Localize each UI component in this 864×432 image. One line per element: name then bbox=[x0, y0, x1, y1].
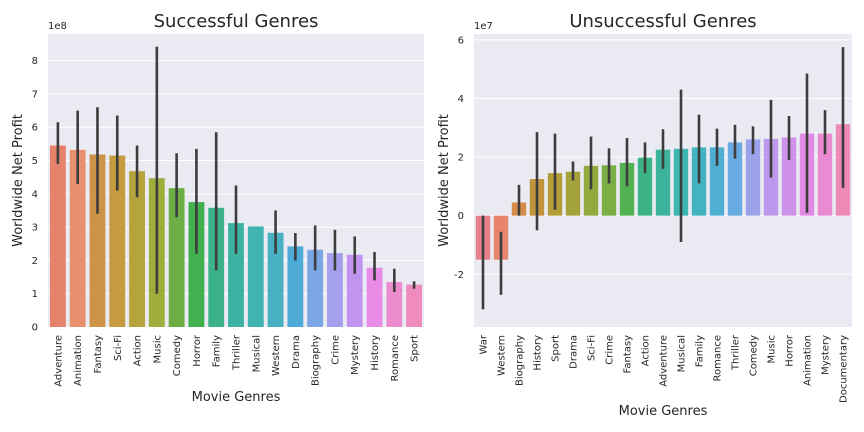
y-tick-label: -2 bbox=[454, 270, 464, 281]
x-tick-label-music: Music bbox=[152, 335, 163, 363]
x-tick-label-crime: Crime bbox=[330, 335, 341, 365]
x-tick-label-family: Family bbox=[212, 335, 223, 367]
bar-fantasy bbox=[619, 162, 635, 216]
bar-western bbox=[267, 232, 284, 327]
y-tick-label: 2 bbox=[32, 256, 38, 267]
y-axis-label: Worldwide Net Profit bbox=[437, 114, 452, 247]
bar-romance bbox=[386, 282, 403, 327]
bar-thriller bbox=[727, 142, 743, 216]
y-axis-label: Worldwide Net Profit bbox=[11, 114, 26, 247]
x-tick-label-fantasy: Fantasy bbox=[623, 335, 634, 374]
chart-successful-genres: 0 1 2 3 4 5 6 7 8 Adventure Animation Fantasy Sci-Fi… bbox=[11, 11, 424, 405]
x-tick-label-animation: Animation bbox=[73, 335, 84, 386]
bar-comedy bbox=[168, 188, 185, 327]
y-tick-label: 4 bbox=[458, 94, 464, 105]
x-tick-label-sci-fi: Sci-Fi bbox=[113, 335, 124, 361]
x-tick-label-documentary: Documentary bbox=[839, 335, 850, 403]
x-tick-label-history: History bbox=[370, 335, 381, 371]
x-tick-label-comedy: Comedy bbox=[172, 335, 183, 376]
y-tick-label: 0 bbox=[458, 211, 464, 222]
bars bbox=[49, 46, 423, 327]
x-tick-label-mystery: Mystery bbox=[821, 335, 832, 375]
x-tick-label-action: Action bbox=[641, 335, 652, 366]
bar-horror bbox=[188, 202, 205, 327]
x-tick-label-music: Music bbox=[767, 335, 778, 363]
x-tick-label-western: Western bbox=[271, 335, 282, 376]
x-tick-label-horror: Horror bbox=[785, 334, 796, 367]
bar-biography bbox=[307, 249, 324, 327]
x-tick-label-history: History bbox=[533, 335, 544, 371]
x-tick-label-biography: Biography bbox=[311, 335, 322, 386]
x-tick-label-crime: Crime bbox=[605, 335, 616, 365]
y-tick-label: 5 bbox=[32, 156, 38, 167]
x-axis-label: Movie Genres bbox=[192, 390, 281, 405]
y-tick-label: 4 bbox=[32, 189, 38, 200]
bar-musical bbox=[247, 226, 264, 327]
bar-crime bbox=[327, 253, 343, 327]
y-tick-label: 8 bbox=[32, 56, 38, 67]
x-tick-label-drama: Drama bbox=[569, 335, 580, 369]
y-tick-label: 0 bbox=[32, 323, 38, 334]
x-tick-label-drama: Drama bbox=[291, 335, 302, 369]
bar-mystery bbox=[817, 133, 833, 216]
bar-adventure bbox=[655, 149, 671, 216]
y-tick-label: 2 bbox=[458, 153, 464, 164]
bar-comedy bbox=[745, 139, 761, 216]
x-tick-label-fantasy: Fantasy bbox=[93, 335, 104, 374]
bar-crime bbox=[601, 165, 617, 216]
y-tick-label: 6 bbox=[458, 35, 464, 46]
chart-title: Successful Genres bbox=[154, 11, 319, 32]
x-tick-label-adventure: Adventure bbox=[53, 335, 64, 387]
bar-history bbox=[366, 267, 383, 327]
bar-drama bbox=[287, 246, 304, 327]
bar-mystery bbox=[346, 254, 363, 327]
y-scale-label: 1e7 bbox=[474, 21, 493, 32]
bar-drama bbox=[565, 171, 581, 216]
x-tick-label-action: Action bbox=[133, 335, 144, 366]
x-tick-label-thriller: Thriller bbox=[232, 334, 243, 371]
y-scale-label: 1e8 bbox=[48, 21, 67, 32]
bar-action bbox=[129, 171, 145, 327]
x-tick-label-sport: Sport bbox=[551, 335, 562, 362]
bar-sport bbox=[406, 284, 423, 327]
x-tick-label-thriller: Thriller bbox=[731, 334, 742, 371]
x-tick-label-horror: Horror bbox=[192, 334, 203, 367]
x-tick-label-mystery: Mystery bbox=[350, 335, 361, 375]
x-tick-label-comedy: Comedy bbox=[749, 335, 760, 376]
y-tick-label: 6 bbox=[32, 123, 38, 134]
x-tick-label-animation: Animation bbox=[803, 335, 814, 386]
x-tick-label-sci-fi: Sci-Fi bbox=[587, 335, 598, 361]
y-tick-label: 3 bbox=[32, 223, 38, 234]
bar-romance bbox=[709, 147, 725, 216]
bar-horror bbox=[781, 137, 797, 216]
x-axis-label: Movie Genres bbox=[619, 404, 708, 419]
chart-unsuccessful-genres: -2 0 2 4 6 War Western Biography History Sport Dra… bbox=[437, 11, 852, 419]
bar-sci-fi bbox=[583, 165, 599, 216]
y-tick-label: 1 bbox=[32, 289, 38, 300]
x-tick-label-romance: Romance bbox=[713, 335, 724, 381]
x-tick-label-western: Western bbox=[497, 335, 508, 376]
x-tick-label-sport: Sport bbox=[410, 335, 421, 362]
bars bbox=[475, 47, 851, 310]
chart-title: Unsuccessful Genres bbox=[569, 11, 756, 32]
bar-fantasy bbox=[89, 154, 106, 327]
x-tick-label-war: War bbox=[479, 334, 490, 354]
bar-thriller bbox=[228, 223, 244, 327]
x-tick-label-family: Family bbox=[695, 335, 706, 367]
x-tick-label-adventure: Adventure bbox=[659, 335, 670, 387]
bar-sci-fi bbox=[109, 155, 126, 327]
x-tick-label-musical: Musical bbox=[677, 335, 688, 372]
bar-action bbox=[637, 157, 653, 216]
x-tick-label-musical: Musical bbox=[251, 335, 262, 372]
x-tick-label-romance: Romance bbox=[390, 335, 401, 381]
bar-adventure bbox=[49, 145, 66, 327]
x-tick-label-biography: Biography bbox=[515, 335, 526, 386]
bar-animation bbox=[69, 149, 86, 327]
y-tick-label: 7 bbox=[32, 89, 38, 100]
